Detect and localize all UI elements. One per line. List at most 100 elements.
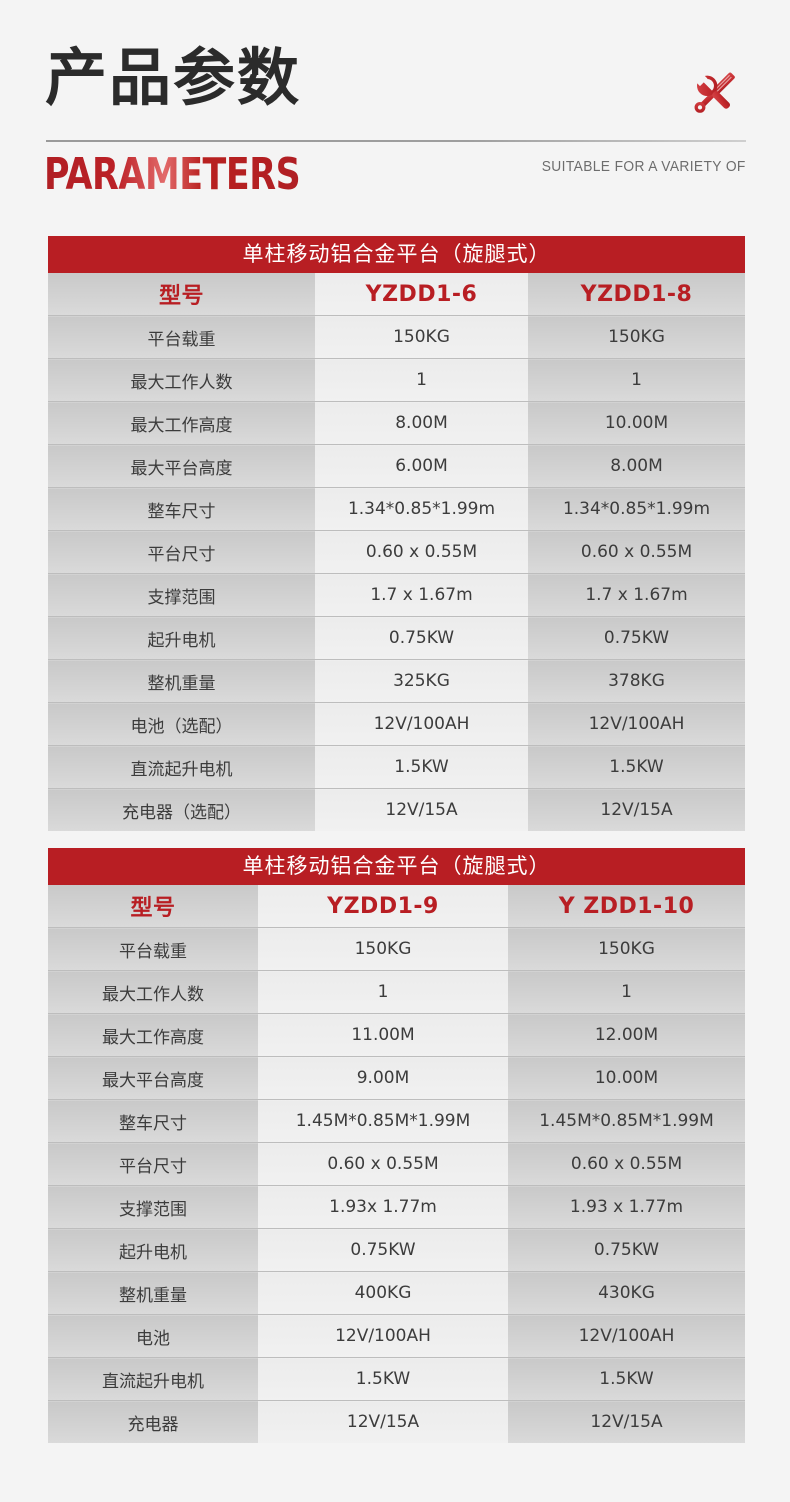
spec-table-1-title: 单柱移动铝合金平台（旋腿式） [48, 236, 745, 273]
spec-label-cell: 支撑范围 [48, 1185, 258, 1229]
spec-value-cell: 150KG [528, 315, 745, 359]
spec-table-2-body: 型号 YZDD1-9 Y ZDD1-10 平台载重 150KG 150KG 最大工作人数 1 1… [48, 885, 745, 1443]
spec-value-cell: 1 [528, 358, 745, 402]
spec-label-cell: 最大工作人数 [48, 970, 258, 1014]
spec-value-cell: 1 [258, 970, 508, 1014]
spec-label-cell: 平台载重 [48, 927, 258, 971]
spec-value-cell: 10.00M [528, 401, 745, 445]
spec-value-cell: 150KG [258, 927, 508, 971]
spec-label-cell: 最大平台高度 [48, 1056, 258, 1100]
model-name-cell: Y ZDD1-10 [508, 885, 745, 928]
spec-value-cell: 8.00M [315, 401, 528, 445]
spec-label-cell: 整机重量 [48, 659, 315, 703]
table-row: 最大工作高度 11.00M 12.00M [48, 1013, 745, 1057]
spec-label-cell: 直流起升电机 [48, 1357, 258, 1401]
model-label-cell: 型号 [48, 885, 258, 928]
table-row: 整车尺寸 1.45M*0.85M*1.99M 1.45M*0.85M*1.99M [48, 1099, 745, 1143]
spec-label-cell: 整机重量 [48, 1271, 258, 1315]
spec-value-cell: 11.00M [258, 1013, 508, 1057]
spec-label-cell: 起升电机 [48, 616, 315, 660]
table-row: 平台尺寸 0.60 x 0.55M 0.60 x 0.55M [48, 1142, 745, 1186]
spec-table-1-grid: 型号 YZDD1-6 YZDD1-8 平台载重 150KG 150KG 最大工作人数 1 1 最大… [48, 273, 745, 831]
spec-value-cell: 10.00M [508, 1056, 745, 1100]
spec-label-cell: 最大工作高度 [48, 1013, 258, 1057]
table-row: 支撑范围 1.7 x 1.67m 1.7 x 1.67m [48, 573, 745, 617]
spec-label-cell: 整车尺寸 [48, 487, 315, 531]
spec-value-cell: 12V/15A [508, 1400, 745, 1443]
table-row: 直流起升电机 1.5KW 1.5KW [48, 1357, 745, 1401]
wrench-screwdriver-icon [682, 62, 744, 124]
model-header-row: 型号 YZDD1-9 Y ZDD1-10 [48, 885, 745, 928]
spec-value-cell: 12V/100AH [508, 1314, 745, 1358]
spec-value-cell: 12.00M [508, 1013, 745, 1057]
table-row: 直流起升电机 1.5KW 1.5KW [48, 745, 745, 789]
table-row: 起升电机 0.75KW 0.75KW [48, 616, 745, 660]
table-row: 整机重量 400KG 430KG [48, 1271, 745, 1315]
spec-label-cell: 充电器 [48, 1400, 258, 1443]
spec-label-cell: 平台尺寸 [48, 530, 315, 574]
table-row: 平台尺寸 0.60 x 0.55M 0.60 x 0.55M [48, 530, 745, 574]
header-tagline: SUITABLE FOR A VARIETY OF [542, 158, 746, 175]
table-row: 平台载重 150KG 150KG [48, 315, 745, 359]
spec-value-cell: 1.7 x 1.67m [528, 573, 745, 617]
spec-value-cell: 0.75KW [258, 1228, 508, 1272]
spec-value-cell: 9.00M [258, 1056, 508, 1100]
spec-value-cell: 8.00M [528, 444, 745, 488]
spec-value-cell: 0.60 x 0.55M [315, 530, 528, 574]
spec-table-2-title: 单柱移动铝合金平台（旋腿式） [48, 848, 745, 885]
spec-table-2: 单柱移动铝合金平台（旋腿式） 型号 YZDD1-9 Y ZDD1-10 平台载重 150… [48, 848, 745, 1443]
page-subtitle-en: PARAMETERS [44, 149, 301, 200]
spec-table-2-grid: 型号 YZDD1-9 Y ZDD1-10 平台载重 150KG 150KG 最大工作人数 1 1… [48, 885, 745, 1443]
spec-label-cell: 整车尺寸 [48, 1099, 258, 1143]
spec-label-cell: 最大工作人数 [48, 358, 315, 402]
model-name-cell: YZDD1-9 [258, 885, 508, 928]
spec-label-cell: 电池 [48, 1314, 258, 1358]
spec-label-cell: 最大平台高度 [48, 444, 315, 488]
table-row: 充电器（选配） 12V/15A 12V/15A [48, 788, 745, 831]
spec-table-1-body: 型号 YZDD1-6 YZDD1-8 平台载重 150KG 150KG 最大工作人数 1 1 最大… [48, 273, 745, 831]
spec-value-cell: 1.5KW [315, 745, 528, 789]
spec-label-cell: 平台尺寸 [48, 1142, 258, 1186]
table-row: 电池 12V/100AH 12V/100AH [48, 1314, 745, 1358]
table-row: 充电器 12V/15A 12V/15A [48, 1400, 745, 1443]
spec-value-cell: 1.45M*0.85M*1.99M [508, 1099, 745, 1143]
spec-value-cell: 1.34*0.85*1.99m [528, 487, 745, 531]
table-row: 起升电机 0.75KW 0.75KW [48, 1228, 745, 1272]
spec-value-cell: 0.60 x 0.55M [258, 1142, 508, 1186]
spec-value-cell: 1 [315, 358, 528, 402]
model-header-row: 型号 YZDD1-6 YZDD1-8 [48, 273, 745, 316]
table-row: 整机重量 325KG 378KG [48, 659, 745, 703]
spec-value-cell: 1.5KW [258, 1357, 508, 1401]
spec-label-cell: 支撑范围 [48, 573, 315, 617]
table-row: 最大工作高度 8.00M 10.00M [48, 401, 745, 445]
spec-value-cell: 1 [508, 970, 745, 1014]
page-header: 产品参数 [0, 0, 790, 215]
model-label-cell: 型号 [48, 273, 315, 316]
spec-value-cell: 0.60 x 0.55M [528, 530, 745, 574]
spec-value-cell: 0.60 x 0.55M [508, 1142, 745, 1186]
spec-value-cell: 325KG [315, 659, 528, 703]
spec-label-cell: 电池（选配） [48, 702, 315, 746]
spec-value-cell: 1.5KW [508, 1357, 745, 1401]
page-title: 产品参数 [45, 41, 302, 114]
spec-value-cell: 12V/100AH [315, 702, 528, 746]
spec-value-cell: 1.93x 1.77m [258, 1185, 508, 1229]
header-divider [46, 140, 746, 142]
model-name-cell: YZDD1-8 [528, 273, 745, 316]
spec-label-cell: 最大工作高度 [48, 401, 315, 445]
spec-value-cell: 1.45M*0.85M*1.99M [258, 1099, 508, 1143]
table-row: 整车尺寸 1.34*0.85*1.99m 1.34*0.85*1.99m [48, 487, 745, 531]
spec-value-cell: 0.75KW [508, 1228, 745, 1272]
table-row: 最大平台高度 6.00M 8.00M [48, 444, 745, 488]
spec-value-cell: 0.75KW [315, 616, 528, 660]
spec-value-cell: 430KG [508, 1271, 745, 1315]
spec-value-cell: 1.34*0.85*1.99m [315, 487, 528, 531]
spec-value-cell: 0.75KW [528, 616, 745, 660]
spec-value-cell: 12V/15A [528, 788, 745, 831]
spec-value-cell: 6.00M [315, 444, 528, 488]
spec-value-cell: 12V/100AH [258, 1314, 508, 1358]
spec-label-cell: 平台载重 [48, 315, 315, 359]
spec-value-cell: 378KG [528, 659, 745, 703]
spec-value-cell: 1.7 x 1.67m [315, 573, 528, 617]
table-row: 最大工作人数 1 1 [48, 970, 745, 1014]
